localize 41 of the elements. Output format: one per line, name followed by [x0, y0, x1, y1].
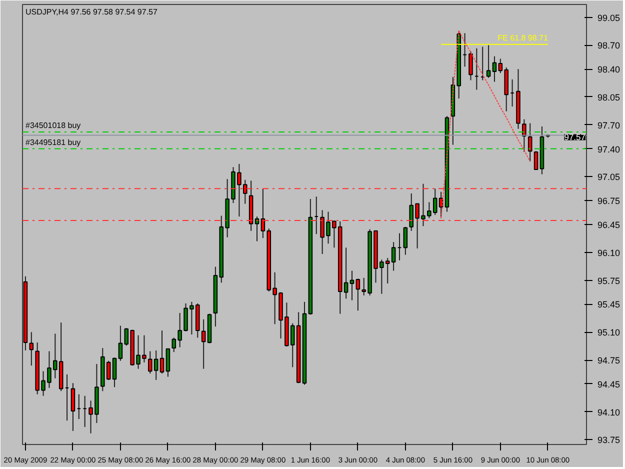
candlestick [528, 122, 532, 162]
y-tick-label: 97.05 [598, 172, 620, 182]
y-tick-label: 94.75 [598, 356, 620, 366]
y-tick-label: 96.45 [598, 220, 620, 230]
y-tick-label: 99.05 [598, 12, 620, 23]
candlestick [166, 348, 170, 378]
candlestick [403, 226, 408, 256]
y-tick-label: 98.70 [598, 40, 620, 51]
candlestick [492, 56, 497, 82]
y-tick-label: 98.40 [598, 64, 620, 75]
candlestick [112, 357, 117, 388]
y-tick-label: 94.45 [598, 379, 620, 390]
y-tick-label: 94.10 [598, 407, 620, 418]
candlestick [70, 382, 76, 432]
ref-line-label: #34495181 buy [26, 138, 81, 147]
candlestick [160, 330, 164, 374]
candlestick [522, 118, 526, 152]
candlestick [243, 179, 248, 204]
candlestick [260, 188, 266, 239]
y-tick-label: 96.10 [598, 248, 620, 258]
chart-title: USDJPY,H4 97.56 97.58 97.54 97.57 [26, 8, 158, 16]
candlestick [486, 44, 491, 78]
candlestick [118, 325, 123, 362]
y-tick-label: 95.75 [598, 276, 620, 286]
y-tick-label: 98.05 [598, 92, 620, 102]
y-tick-label: 95.45 [598, 300, 620, 310]
y-tick-label: 96.75 [598, 196, 620, 206]
candlestick [350, 270, 354, 301]
candlestick [534, 150, 538, 170]
candlestick [391, 242, 396, 272]
candlestick [468, 51, 473, 81]
candlestick [29, 332, 34, 366]
y-tick-label: 95.10 [598, 328, 620, 338]
y-tick-label: 97.40 [598, 144, 620, 154]
ref-line-label: #34501018 buy [26, 121, 81, 130]
ref-line-label: 97.57 [564, 132, 586, 142]
y-tick-label: 97.70 [598, 120, 620, 130]
y-tick-label: 93.75 [598, 435, 620, 446]
series-label: FE 61.8 98.71 [498, 33, 548, 42]
candlestick [356, 278, 360, 312]
candlestick [201, 318, 206, 370]
